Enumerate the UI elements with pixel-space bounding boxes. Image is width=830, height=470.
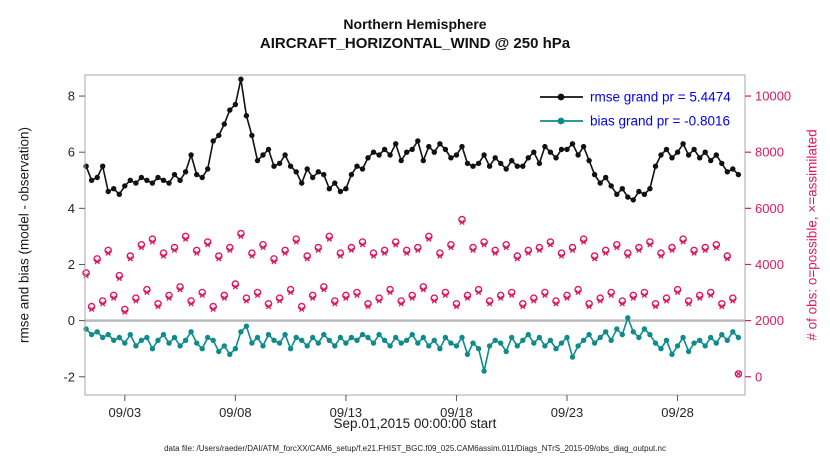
y-left-tick-label: -2 [63, 369, 75, 384]
x-tick-label: 09/23 [551, 405, 584, 420]
y-left-tick-label: 4 [68, 201, 75, 216]
legend-marker-sample [557, 117, 565, 125]
y-right-tick-label: 6000 [755, 201, 784, 216]
y-right-tick-label: 2000 [755, 313, 784, 328]
y-left-tick-label: 8 [68, 89, 75, 104]
y-axis-left-ticks: -2 0 2 4 6 8 [63, 89, 85, 384]
axes-box [84, 74, 746, 396]
y-right-tick-label: 8000 [755, 145, 784, 160]
y-right-tick-label: 4000 [755, 257, 784, 272]
chart-title: Northern Hemisphere AIRCRAFT_HORIZONTAL_… [0, 16, 830, 52]
rmse-series [83, 76, 742, 203]
y-left-tick-label: 0 [68, 313, 75, 328]
y-right-tick-label: 10000 [755, 89, 791, 104]
title-line-2: AIRCRAFT_HORIZONTAL_WIND @ 250 hPa [259, 35, 571, 52]
y-axis-right-ticks: 0 2000 4000 6000 8000 10000 [745, 89, 791, 384]
legend-label: rmse grand pr = 5.4474 [590, 90, 731, 105]
x-axis-ticks: 09/03 09/08 09/13 09/18 09/23 09/28 [109, 395, 694, 420]
y-left-tick-label: 6 [68, 145, 75, 160]
y-right-tick-label: 0 [755, 369, 762, 384]
legend: rmse grand pr = 5.4474 bias grand pr = -0… [540, 90, 731, 129]
data-file-caption: data file: /Users/raeder/DAI/ATM_forcXX/… [164, 444, 666, 453]
y-left-tick-label: 2 [68, 257, 75, 272]
x-tick-label: 09/03 [109, 405, 142, 420]
x-axis-label: Sep.01,2015 00:00:00 start [333, 416, 497, 431]
x-tick-label: 09/08 [219, 405, 252, 420]
bias-series [83, 315, 742, 374]
legend-marker-sample [557, 93, 565, 101]
title-line-1: Northern Hemisphere [343, 16, 487, 32]
x-tick-label: 09/13 [330, 405, 363, 420]
x-tick-label: 09/18 [440, 405, 473, 420]
legend-label: bias grand pr = -0.8016 [590, 114, 730, 129]
x-tick-label: 09/28 [661, 405, 694, 420]
obs-count-markers [82, 215, 743, 378]
